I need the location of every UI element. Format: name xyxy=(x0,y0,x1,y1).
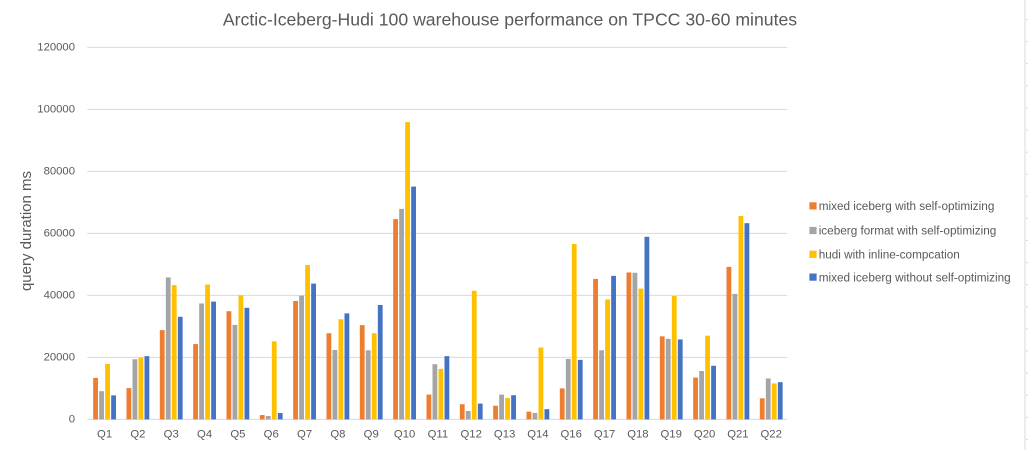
svg-text:Q8: Q8 xyxy=(330,429,345,441)
svg-text:Q1: Q1 xyxy=(97,429,112,441)
svg-text:hudi with inline-compcation: hudi with inline-compcation xyxy=(819,249,960,262)
svg-text:Q7: Q7 xyxy=(297,429,312,441)
svg-text:Q9: Q9 xyxy=(364,429,379,441)
svg-text:100000: 100000 xyxy=(37,104,75,116)
svg-text:0: 0 xyxy=(69,414,75,426)
svg-text:Q10: Q10 xyxy=(394,429,415,441)
svg-text:iceberg format with self-optim: iceberg format with self-optimizing xyxy=(819,225,997,238)
svg-text:query duration ms: query duration ms xyxy=(18,171,35,291)
svg-text:mixed iceberg with self-optimi: mixed iceberg with self-optimizing xyxy=(819,200,995,213)
svg-text:Q17: Q17 xyxy=(594,429,615,441)
svg-text:Q12: Q12 xyxy=(461,429,482,441)
svg-text:20000: 20000 xyxy=(44,352,75,364)
svg-text:Q11: Q11 xyxy=(428,429,449,441)
svg-text:Q4: Q4 xyxy=(197,429,212,441)
svg-text:Q3: Q3 xyxy=(164,429,179,441)
svg-text:Q21: Q21 xyxy=(727,429,748,441)
svg-text:Q5: Q5 xyxy=(230,429,245,441)
svg-text:Q16: Q16 xyxy=(561,429,582,441)
svg-text:Q20: Q20 xyxy=(694,429,715,441)
svg-text:Q22: Q22 xyxy=(761,429,782,441)
svg-text:Q19: Q19 xyxy=(661,429,682,441)
svg-text:Q13: Q13 xyxy=(494,429,515,441)
svg-text:Q6: Q6 xyxy=(264,429,279,441)
svg-text:40000: 40000 xyxy=(44,290,75,302)
svg-text:Arctic-Iceberg-Hudi 100 wareho: Arctic-Iceberg-Hudi 100 warehouse perfor… xyxy=(223,10,797,30)
svg-text:60000: 60000 xyxy=(44,228,75,240)
svg-text:80000: 80000 xyxy=(44,166,75,178)
svg-text:Q2: Q2 xyxy=(130,429,145,441)
svg-text:120000: 120000 xyxy=(37,42,75,54)
svg-text:Q14: Q14 xyxy=(527,429,548,441)
svg-text:mixed iceberg without self-opt: mixed iceberg without self-optimizing xyxy=(819,271,1011,284)
svg-text:Q18: Q18 xyxy=(627,429,648,441)
